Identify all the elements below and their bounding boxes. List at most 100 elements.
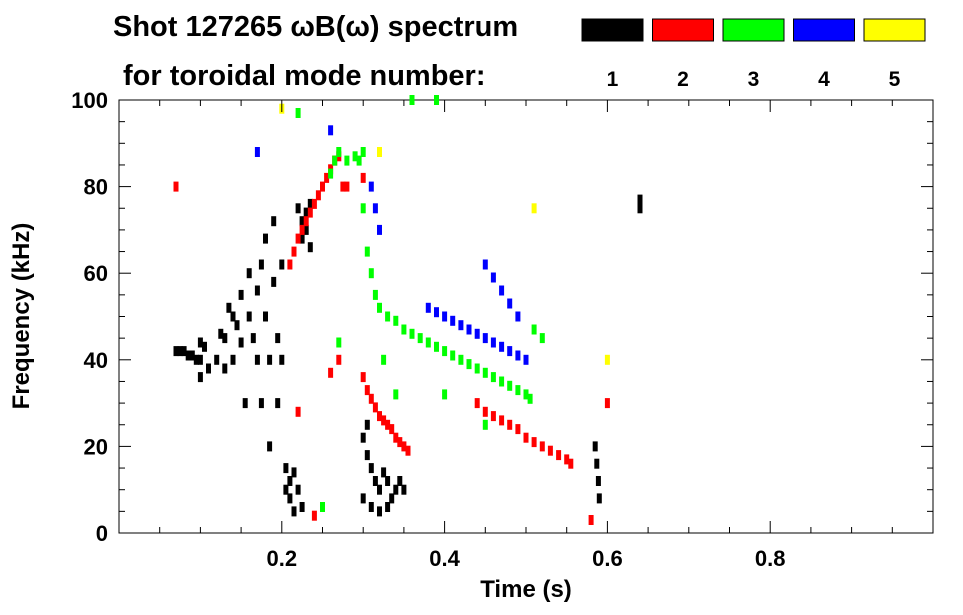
data-point <box>409 328 415 339</box>
x-tick-label: 0.2 <box>267 546 298 571</box>
data-point <box>401 324 407 335</box>
data-point <box>364 385 370 396</box>
data-point <box>360 147 366 157</box>
series-n4 <box>254 125 529 365</box>
data-point <box>368 268 374 279</box>
data-point <box>246 268 252 279</box>
data-point <box>206 363 211 374</box>
data-point <box>556 450 562 461</box>
y-axis-label: Frequency (kHz) <box>8 223 35 410</box>
data-point <box>287 259 293 270</box>
data-point <box>393 315 399 326</box>
data-point <box>283 484 289 495</box>
data-point <box>637 203 643 214</box>
data-point <box>311 198 317 209</box>
data-point <box>466 359 472 370</box>
data-point <box>507 380 513 391</box>
data-point <box>425 337 431 348</box>
data-point <box>291 467 297 478</box>
y-tick-label: 20 <box>84 434 108 459</box>
data-point <box>588 515 594 525</box>
data-point <box>458 320 464 331</box>
data-point <box>523 432 529 443</box>
data-point <box>564 454 570 465</box>
data-point <box>417 333 423 344</box>
data-point <box>592 441 598 452</box>
axes: 0.2 0.4 0.6 0.8 0 20 40 60 80 100 <box>71 88 933 571</box>
data-point <box>189 350 195 361</box>
legend-swatch-3 <box>722 18 785 42</box>
data-point <box>458 354 464 365</box>
data-point <box>238 289 244 300</box>
data-point <box>360 203 366 214</box>
data-point <box>594 458 600 469</box>
data-point <box>328 367 334 378</box>
legend-label-2: 2 <box>677 68 689 91</box>
data-point <box>311 510 317 521</box>
data-point <box>295 406 301 417</box>
data-point <box>360 432 366 443</box>
data-point <box>385 311 391 322</box>
data-point <box>377 506 382 517</box>
data-point <box>596 493 602 504</box>
data-point <box>287 493 293 504</box>
data-point <box>193 354 199 365</box>
data-point <box>490 337 496 348</box>
data-point <box>515 385 521 396</box>
plot-area <box>173 95 643 525</box>
data-point <box>303 216 309 227</box>
data-point <box>307 242 313 253</box>
data-point <box>409 95 415 105</box>
data-point <box>267 441 273 452</box>
data-point <box>279 354 285 365</box>
data-point <box>507 298 513 309</box>
data-point <box>360 172 366 183</box>
data-point <box>568 458 574 469</box>
data-point <box>258 259 264 270</box>
data-point <box>393 484 399 495</box>
data-point <box>307 198 313 209</box>
plot-frame <box>118 99 934 534</box>
data-point <box>442 311 448 322</box>
data-point <box>295 108 301 118</box>
legend-label-3: 3 <box>748 68 760 91</box>
data-point <box>490 372 496 383</box>
data-point <box>320 502 325 512</box>
x-axis-label: Time (s) <box>480 576 572 603</box>
data-point <box>287 476 293 486</box>
x-tick-label: 0.4 <box>429 546 460 571</box>
data-point <box>637 194 643 205</box>
chart-title-line1: Shot 127265 ωB(ω) spectrum <box>113 11 518 43</box>
data-point <box>197 354 203 365</box>
data-point <box>299 502 305 512</box>
data-point <box>499 376 505 387</box>
data-point <box>377 411 382 422</box>
data-point <box>450 315 456 326</box>
x-tick-label: 0.6 <box>592 546 623 571</box>
data-point <box>474 398 480 409</box>
data-point <box>368 393 374 404</box>
data-point <box>267 354 273 365</box>
data-point <box>372 203 378 214</box>
data-point <box>197 372 203 383</box>
data-point <box>389 493 395 504</box>
data-point <box>320 181 325 192</box>
data-point <box>531 324 537 335</box>
chart-title-line2: for toroidal mode number: <box>123 60 486 92</box>
data-point <box>368 181 374 192</box>
data-point <box>234 320 240 331</box>
legend-swatch-5 <box>863 18 926 42</box>
data-point <box>377 147 382 157</box>
data-point <box>254 147 260 157</box>
data-point <box>482 259 488 270</box>
data-point <box>372 476 378 486</box>
data-point <box>238 337 244 348</box>
data-point <box>405 445 411 456</box>
data-point <box>381 354 387 365</box>
data-point <box>250 333 256 344</box>
data-point <box>328 168 334 179</box>
data-point <box>389 424 395 435</box>
data-point <box>377 224 382 235</box>
data-point <box>214 354 220 365</box>
